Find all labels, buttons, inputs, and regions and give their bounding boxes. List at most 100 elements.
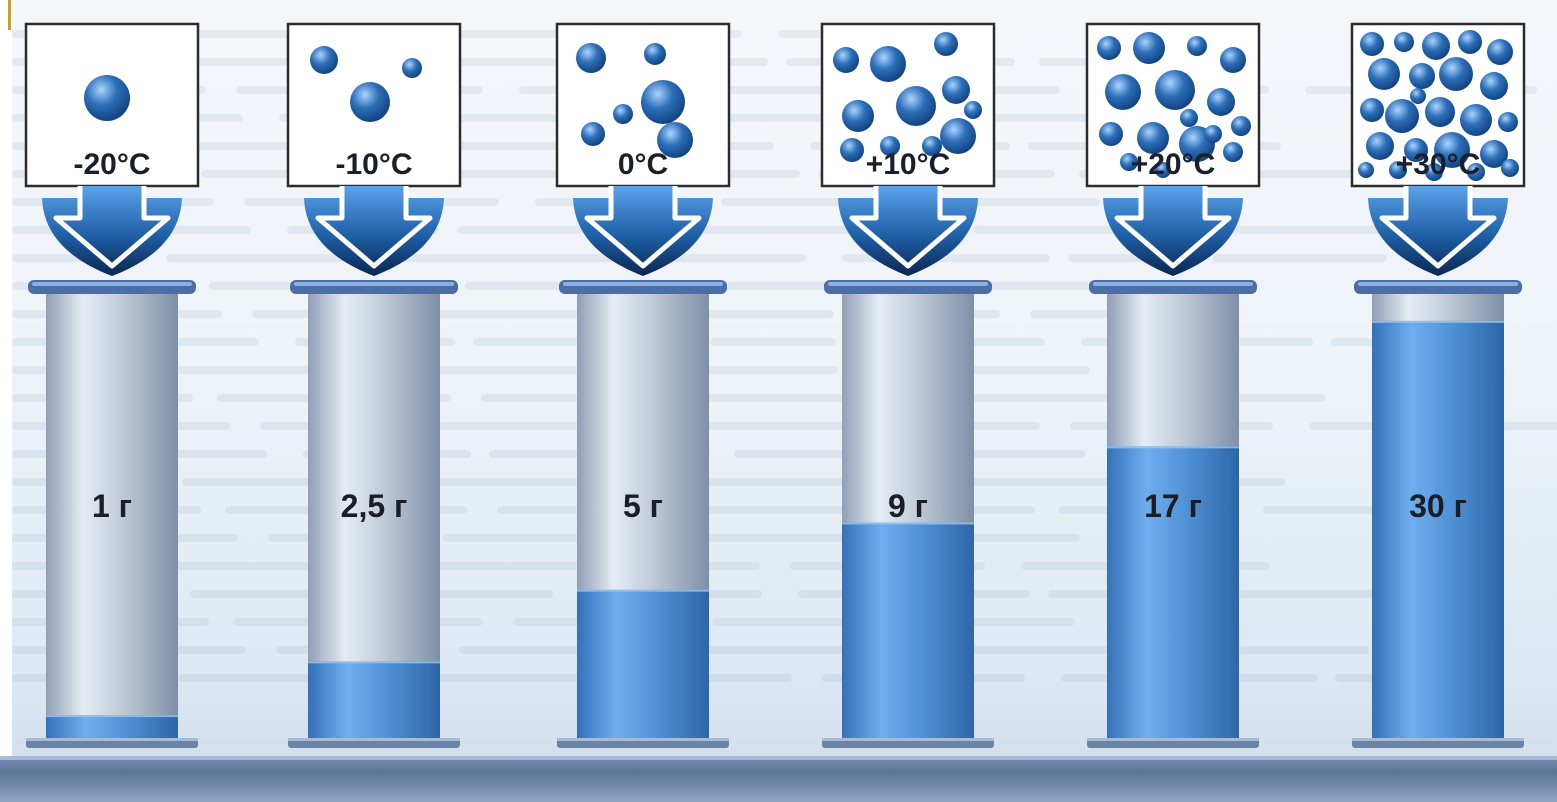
temperature-column: +30°C 30 г bbox=[1348, 0, 1528, 760]
temperature-label: +20°C bbox=[1130, 148, 1216, 181]
water-droplet-icon bbox=[922, 136, 942, 156]
water-level bbox=[308, 661, 440, 742]
water-droplet-icon bbox=[1105, 74, 1141, 110]
column-graphic bbox=[555, 22, 731, 748]
water-droplet-icon bbox=[942, 76, 970, 104]
water-droplet-icon bbox=[1434, 132, 1470, 168]
down-arrow-icon bbox=[1368, 186, 1508, 276]
water-droplet-icon bbox=[870, 46, 906, 82]
water-droplet-icon bbox=[1358, 162, 1374, 178]
down-arrow-icon bbox=[838, 186, 978, 276]
water-droplet-icon bbox=[1501, 159, 1519, 177]
left-margin-mark bbox=[8, 0, 11, 30]
water-droplet-icon bbox=[1498, 112, 1518, 132]
temperature-label: 0°C bbox=[617, 148, 669, 181]
mass-label: 9 г bbox=[887, 488, 928, 524]
mass-label: 17 г bbox=[1144, 488, 1202, 524]
water-droplet-icon bbox=[940, 118, 976, 154]
water-droplet-icon bbox=[1422, 32, 1450, 60]
water-droplet-icon bbox=[880, 136, 900, 156]
water-droplet-icon bbox=[1458, 30, 1482, 54]
column-graphic bbox=[1350, 22, 1526, 748]
water-droplet-icon bbox=[1155, 162, 1171, 178]
column-graphic bbox=[286, 22, 462, 748]
temperature-column: +10°C 9 г bbox=[818, 0, 998, 760]
water-droplet-icon bbox=[1180, 109, 1198, 127]
water-droplet-icon bbox=[1231, 116, 1251, 136]
water-droplet-icon bbox=[1133, 32, 1165, 64]
water-droplet-icon bbox=[1220, 47, 1246, 73]
left-margin bbox=[0, 0, 12, 802]
water-droplet-icon bbox=[1394, 32, 1414, 52]
water-droplet-icon bbox=[1187, 36, 1207, 56]
water-droplet-icon bbox=[84, 75, 130, 121]
water-droplet-icon bbox=[964, 101, 982, 119]
water-droplet-icon bbox=[1137, 122, 1169, 154]
down-arrow-icon bbox=[573, 186, 713, 276]
water-droplet-icon bbox=[1480, 72, 1508, 100]
water-droplet-icon bbox=[1204, 125, 1222, 143]
water-droplet-icon bbox=[310, 46, 338, 74]
mass-label: 1 г bbox=[91, 488, 132, 524]
water-droplet-icon bbox=[1368, 58, 1400, 90]
temperature-label: +10°C bbox=[865, 148, 951, 181]
water-droplet-icon bbox=[833, 47, 859, 73]
water-droplet-icon bbox=[1409, 63, 1435, 89]
measuring-cylinder bbox=[46, 294, 178, 742]
water-droplet-icon bbox=[1404, 138, 1428, 162]
water-droplet-icon bbox=[576, 43, 606, 73]
temperature-label: +30°C bbox=[1395, 148, 1481, 181]
mass-label: 2,5 г bbox=[340, 488, 408, 524]
water-droplet-icon bbox=[1120, 153, 1138, 171]
water-droplet-icon bbox=[644, 43, 666, 65]
faint-background-text bbox=[12, 30, 1557, 682]
floor-shelf bbox=[0, 756, 1557, 802]
water-droplet-icon bbox=[1480, 140, 1508, 168]
water-droplet-icon bbox=[1366, 132, 1394, 160]
water-droplet-icon bbox=[641, 80, 685, 124]
water-droplet-icon bbox=[613, 104, 633, 124]
temperature-column: +20°C 17 г bbox=[1083, 0, 1263, 760]
temperature-column: -10°C 2,5 г bbox=[284, 0, 464, 760]
water-droplet-icon bbox=[350, 82, 390, 122]
water-droplet-icon bbox=[1439, 57, 1473, 91]
water-droplet-icon bbox=[402, 58, 422, 78]
water-droplet-icon bbox=[1425, 97, 1455, 127]
down-arrow-icon bbox=[304, 186, 444, 276]
mass-label: 30 г bbox=[1409, 488, 1467, 524]
down-arrow-icon bbox=[42, 186, 182, 276]
water-droplet-icon bbox=[1425, 163, 1443, 181]
water-level bbox=[1372, 320, 1504, 742]
water-droplet-icon bbox=[1155, 70, 1195, 110]
down-arrow-icon bbox=[1103, 186, 1243, 276]
mass-label: 5 г bbox=[622, 488, 663, 524]
column-graphic bbox=[820, 22, 996, 748]
water-droplet-icon bbox=[1097, 36, 1121, 60]
water-level bbox=[842, 522, 974, 742]
water-droplet-icon bbox=[1389, 161, 1407, 179]
water-droplet-icon bbox=[1099, 122, 1123, 146]
column-graphic bbox=[24, 22, 200, 748]
water-droplet-icon bbox=[657, 122, 693, 158]
water-level bbox=[1107, 446, 1239, 742]
water-level bbox=[46, 715, 178, 742]
water-droplet-icon bbox=[1360, 32, 1384, 56]
water-droplet-icon bbox=[1360, 98, 1384, 122]
water-droplet-icon bbox=[1385, 99, 1419, 133]
water-droplet-icon bbox=[1207, 88, 1235, 116]
temperature-column: 0°C 5 г bbox=[553, 0, 733, 760]
water-droplet-icon bbox=[896, 86, 936, 126]
water-droplet-icon bbox=[1460, 104, 1492, 136]
water-droplet-icon bbox=[1223, 142, 1243, 162]
water-droplet-icon bbox=[842, 100, 874, 132]
water-droplet-icon bbox=[1410, 88, 1426, 104]
water-droplet-icon bbox=[840, 138, 864, 162]
temperature-column: -20°C 1 г bbox=[22, 0, 202, 760]
temperature-label: -10°C bbox=[335, 148, 413, 181]
temperature-label: -20°C bbox=[73, 148, 151, 181]
water-droplet-icon bbox=[1467, 163, 1485, 181]
column-graphic bbox=[1085, 22, 1261, 748]
water-droplet-icon bbox=[1487, 39, 1513, 65]
water-droplet-icon bbox=[581, 122, 605, 146]
